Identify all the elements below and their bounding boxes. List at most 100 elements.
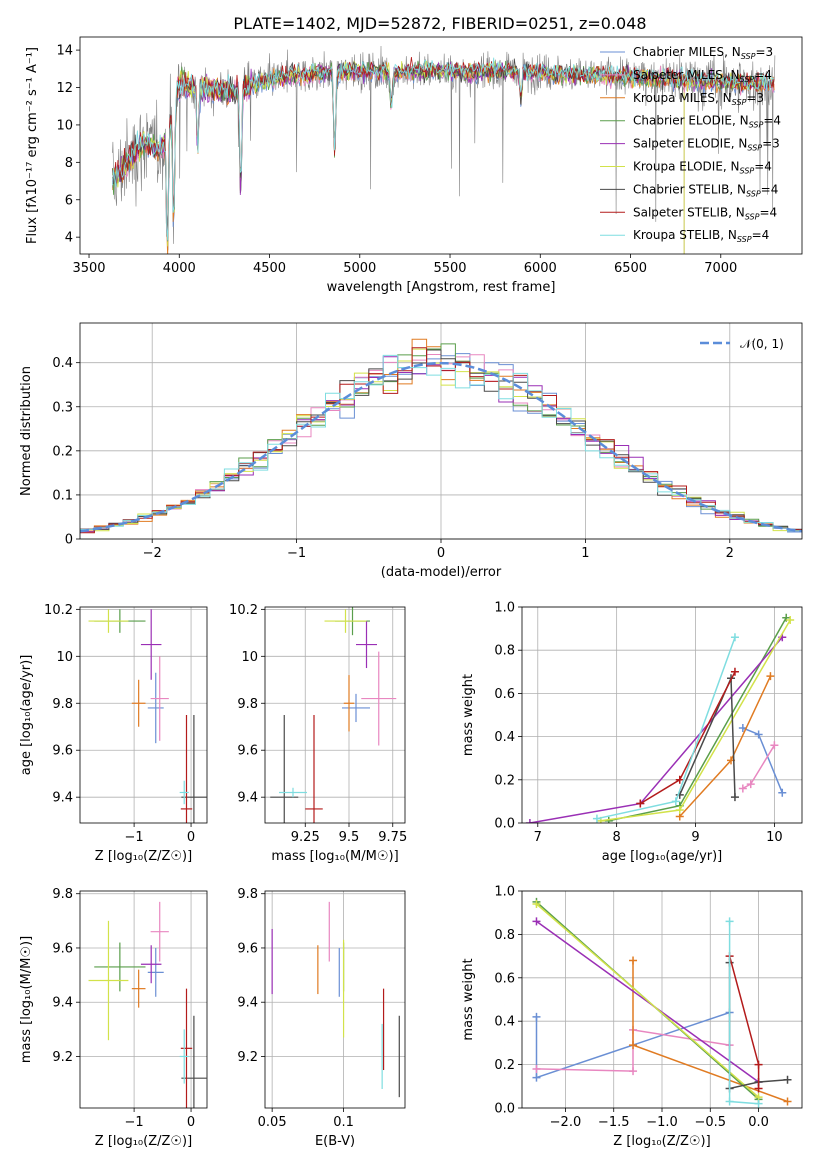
mass-weight-marker bbox=[783, 1075, 792, 1084]
mass-weight-marker bbox=[754, 730, 763, 739]
x-tick-label: 1 bbox=[581, 546, 589, 561]
y-tick-label: 0.2 bbox=[494, 1058, 515, 1073]
mass-weight-marker bbox=[675, 775, 684, 784]
x-tick-label: 9 bbox=[691, 830, 699, 845]
x-tick-label: 0.1 bbox=[333, 1115, 354, 1130]
x-tick-label: −1 bbox=[125, 1115, 144, 1130]
plot-area bbox=[525, 613, 795, 823]
mass-weight-marker bbox=[730, 793, 739, 802]
y-tick-label: 0.8 bbox=[494, 644, 515, 659]
y-tick-label: 9.4 bbox=[52, 996, 73, 1011]
y-tick-label: 0 bbox=[65, 533, 73, 548]
y-axis-label: mass [log₁₀(M/M☉)] bbox=[19, 936, 34, 1063]
mass-weight-marker bbox=[770, 741, 779, 750]
legend-entry: 𝒩(0, 1) bbox=[740, 337, 784, 351]
plot-area bbox=[270, 607, 397, 823]
legend-entry: Kroupa STELIB, NSSP=4 bbox=[633, 228, 769, 244]
mass-weight-marker bbox=[525, 819, 534, 823]
x-tick-label: 0 bbox=[187, 1115, 195, 1130]
x-tick-label: 0.0 bbox=[748, 1115, 769, 1130]
plot-area bbox=[88, 609, 207, 823]
mass-weight-line bbox=[639, 671, 736, 805]
y-tick-label: 9.8 bbox=[237, 697, 258, 712]
mass-weight-marker bbox=[754, 1084, 763, 1093]
mass-weight-marker bbox=[786, 615, 795, 624]
panel-mass_vs_Z: −1 0 9.2 9.4 9.6 9.8 Z [log₁₀(Z/Z☉)] mass [log₁… bbox=[19, 887, 208, 1149]
x-tick-label: 0 bbox=[187, 830, 195, 845]
x-tick-label: −1 bbox=[287, 546, 306, 561]
x-tick-label: 4500 bbox=[253, 261, 286, 276]
panel-age_vs_mass: 9.25 9.5 9.75 9.4 9.6 9.8 10 10.2 mass [log₁₀(M/… bbox=[229, 603, 407, 864]
x-axis-label: Z [log₁₀(Z/Z☉)] bbox=[613, 1134, 710, 1149]
y-tick-label: 9.2 bbox=[237, 1050, 258, 1065]
y-tick-label: 10.2 bbox=[229, 603, 258, 618]
mass-weight-marker bbox=[532, 917, 541, 926]
plot-area bbox=[532, 897, 792, 1108]
x-tick-label: 9.75 bbox=[378, 830, 407, 845]
axes-frame bbox=[79, 36, 803, 255]
x-axis-label: Z [log₁₀(Z/Z☉)] bbox=[95, 1134, 192, 1149]
y-tick-label: 14 bbox=[56, 44, 73, 59]
x-tick-label: −0.5 bbox=[694, 1115, 726, 1130]
y-tick-label: 8 bbox=[65, 156, 73, 171]
plot-area bbox=[88, 901, 207, 1108]
axes-frame bbox=[264, 890, 406, 1109]
y-tick-label: 0.6 bbox=[494, 971, 515, 986]
mass-weight-marker bbox=[532, 1064, 541, 1073]
y-tick-label: 0.4 bbox=[494, 1015, 515, 1030]
residuals-legend: 𝒩(0, 1) bbox=[700, 337, 784, 351]
x-axis-label: (data-model)/error bbox=[381, 565, 502, 580]
x-tick-label: 9.25 bbox=[291, 830, 320, 845]
mass-weight-marker bbox=[783, 1097, 792, 1106]
mass-weight-marker bbox=[532, 900, 541, 909]
y-tick-label: 0.4 bbox=[494, 730, 515, 745]
x-tick-label: 10 bbox=[766, 830, 783, 845]
legend-entry: Salpeter STELIB, NSSP=4 bbox=[633, 205, 777, 221]
mass-weight-marker bbox=[671, 797, 680, 806]
axes-frame bbox=[264, 606, 406, 824]
mass-weight-line bbox=[742, 744, 776, 790]
legend-entry: Salpeter MILES, NSSP=4 bbox=[633, 68, 772, 84]
panel-mass_weight_vs_Z: −2.0 −1.5 −1.0 −0.5 0.0 0.0 0.2 0.4 0.6 0.8 1.0 Z [… bbox=[461, 885, 803, 1149]
legend-entry: Kroupa ELODIE, NSSP=4 bbox=[633, 160, 772, 176]
y-tick-label: 9.6 bbox=[237, 744, 258, 759]
y-tick-label: 0.2 bbox=[494, 773, 515, 788]
legend-entry: Salpeter ELODIE, NSSP=3 bbox=[633, 137, 780, 153]
panel-spectrum: 3500 4000 4500 5000 5500 6000 6500 7000 4 6 8 10 12 1… bbox=[25, 36, 803, 295]
mass-weight-marker bbox=[725, 1097, 734, 1106]
x-tick-label: 9.5 bbox=[339, 830, 360, 845]
x-tick-label: 4000 bbox=[163, 261, 196, 276]
mass-weight-marker bbox=[629, 956, 638, 965]
panel-mass_vs_ebv: 0.05 0.1 9.2 9.4 9.6 9.8 E(B-V) bbox=[237, 887, 406, 1149]
legend-entry: Kroupa MILES, NSSP=3 bbox=[633, 91, 764, 107]
y-tick-label: 9.6 bbox=[52, 941, 73, 956]
x-tick-label: −1.0 bbox=[646, 1115, 678, 1130]
y-tick-label: 10 bbox=[56, 650, 73, 665]
legend-entry: Chabrier MILES, NSSP=3 bbox=[633, 45, 773, 61]
model-fit-line bbox=[112, 57, 775, 241]
plot-area bbox=[112, 45, 776, 254]
y-tick-label: 9.8 bbox=[52, 887, 73, 902]
y-tick-label: 0.8 bbox=[494, 928, 515, 943]
x-tick-label: −2.0 bbox=[550, 1115, 582, 1130]
y-axis-label: Normed distribution bbox=[19, 366, 34, 496]
x-tick-label: 0.05 bbox=[258, 1115, 287, 1130]
y-tick-label: 9.6 bbox=[52, 744, 73, 759]
y-tick-label: 9.8 bbox=[237, 887, 258, 902]
x-tick-label: 6000 bbox=[524, 261, 557, 276]
legend-entry: Chabrier ELODIE, NSSP=4 bbox=[633, 114, 781, 130]
y-tick-label: 0.3 bbox=[52, 400, 73, 415]
x-tick-label: 7000 bbox=[704, 261, 737, 276]
y-tick-label: 4 bbox=[65, 231, 73, 246]
x-axis-label: age [log₁₀(age/yr)] bbox=[602, 849, 723, 864]
y-tick-label: 0.0 bbox=[494, 817, 515, 832]
panel-mass_weight_vs_age: 7 8 9 10 0.0 0.2 0.4 0.6 0.8 1.0 age [log₁₀(age/yr… bbox=[461, 601, 803, 864]
histogram-step bbox=[80, 349, 802, 530]
plot-area bbox=[80, 338, 802, 534]
x-tick-label: −2 bbox=[143, 546, 162, 561]
panel-residuals: −2 −1 0 1 2 0 0.1 0.2 0.3 0.4 (data-model)/error No… bbox=[19, 322, 803, 580]
mass-weight-line bbox=[728, 955, 760, 1089]
y-tick-label: 12 bbox=[56, 81, 73, 96]
y-tick-label: 9.2 bbox=[52, 1050, 73, 1065]
mass-weight-marker bbox=[592, 814, 601, 823]
